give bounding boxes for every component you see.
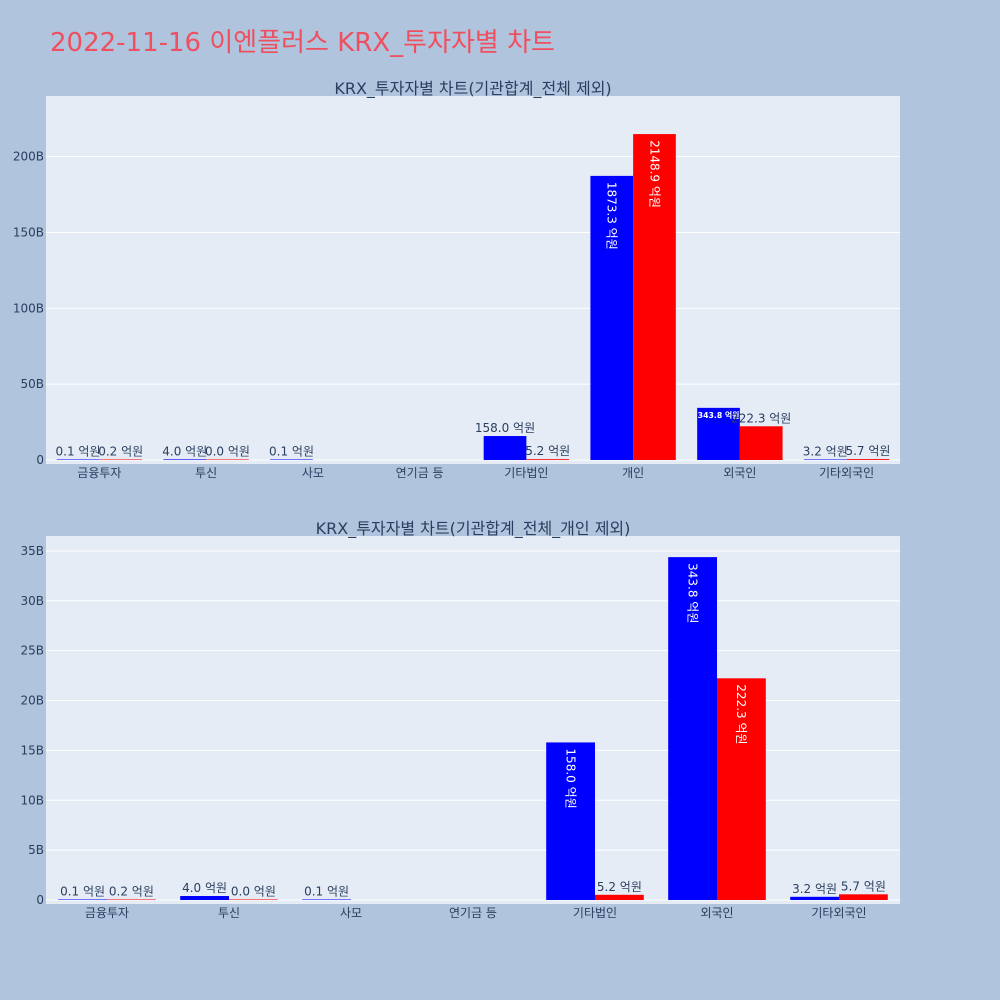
data-label: 343.8 억원 <box>698 410 740 420</box>
x-tick-label: 사모 <box>302 466 324 480</box>
chart-subtitle: KRX_투자자별 차트(기관합계_전체_개인 제외) <box>316 519 631 539</box>
data-label: 3.2 억원 <box>803 445 848 459</box>
bar <box>595 894 644 900</box>
bar <box>697 407 740 460</box>
x-tick-label: 기타법인 <box>504 466 548 480</box>
x-tick-label: 기타외국인 <box>811 906 866 920</box>
x-tick-label: 금융투자 <box>77 466 121 480</box>
bar <box>206 459 249 460</box>
plot-area <box>46 536 900 904</box>
x-tick-label: 기타법인 <box>573 906 617 920</box>
data-label: 4.0 억원 <box>182 881 227 895</box>
x-tick-label: 연기금 등 <box>396 466 444 480</box>
data-label: 4.0 억원 <box>162 444 207 458</box>
y-tick-label: 150B <box>13 226 44 240</box>
data-label: 0.1 억원 <box>304 885 349 899</box>
bar <box>590 175 634 461</box>
plot-area <box>46 96 900 464</box>
data-label: 0.2 억원 <box>109 885 154 899</box>
data-label: 5.7 억원 <box>845 444 890 458</box>
bar <box>107 899 156 900</box>
bar <box>56 459 100 460</box>
x-tick-label: 외국인 <box>723 466 756 480</box>
bar <box>846 459 890 460</box>
data-label: 5.2 억원 <box>597 880 642 894</box>
y-tick-label: 15B <box>20 743 44 757</box>
bar <box>270 459 313 460</box>
data-label: 0.1 억원 <box>60 885 105 899</box>
bar <box>790 896 839 900</box>
page-title: 2022-11-16 이엔플러스 KRX_투자자별 차트 <box>50 28 555 58</box>
bar <box>302 899 351 900</box>
x-tick-label: 연기금 등 <box>449 906 497 920</box>
chart-top: 0 50B 100B 150B 200B KRX_투자자별 차트(기관합계_전체 제외) 금… <box>13 79 900 480</box>
bar <box>99 459 143 460</box>
data-label: 158.0 억원 <box>475 421 535 435</box>
y-tick-label: 50B <box>20 377 44 391</box>
x-tick-label: 기타외국인 <box>819 466 874 480</box>
bar <box>526 459 570 460</box>
data-label: 1873.3 억원 <box>605 182 619 250</box>
y-tick-label: 0 <box>36 453 44 467</box>
x-tick-label: 금융투자 <box>85 906 129 920</box>
data-label: 3.2 억원 <box>792 882 837 896</box>
chart-subtitle: KRX_투자자별 차트(기관합계_전체 제외) <box>334 79 611 99</box>
data-label: 222.3 억원 <box>734 684 748 744</box>
data-label: 222.3 억원 <box>731 411 791 425</box>
bar <box>163 459 207 460</box>
bar <box>229 899 278 900</box>
x-tick-label: 개인 <box>622 466 644 480</box>
data-label: 0.1 억원 <box>269 445 314 459</box>
y-tick-label: 25B <box>20 644 44 658</box>
bar <box>717 678 766 900</box>
bar <box>668 557 717 900</box>
bar <box>483 436 527 460</box>
y-tick-label: 100B <box>13 301 44 315</box>
x-tick-label: 외국인 <box>700 906 733 920</box>
data-label: 0.2 억원 <box>98 445 143 459</box>
bar <box>180 896 229 900</box>
bar <box>739 426 783 460</box>
y-tick-label: 35B <box>20 544 44 558</box>
y-tick-label: 0 <box>36 893 44 907</box>
x-tick-label: 투신 <box>195 466 217 480</box>
y-tick-label: 200B <box>13 150 44 164</box>
data-label: 158.0 억원 <box>563 748 577 808</box>
y-tick-label: 5B <box>28 843 44 857</box>
y-tick-label: 30B <box>20 594 44 608</box>
bar <box>546 742 595 900</box>
bar <box>803 459 847 460</box>
bar <box>58 899 107 900</box>
bar <box>633 134 676 460</box>
data-label: 0.0 억원 <box>231 885 276 899</box>
data-label: 343.8 억원 <box>685 563 699 623</box>
data-label: 0.0 억원 <box>205 445 250 459</box>
x-tick-label: 투신 <box>218 906 240 920</box>
data-label: 5.7 억원 <box>841 879 886 893</box>
bar <box>839 894 888 900</box>
data-label: 0.1 억원 <box>56 445 101 459</box>
data-label: 2148.9 억원 <box>647 140 661 208</box>
y-tick-label: 10B <box>20 793 44 807</box>
x-tick-label: 사모 <box>340 906 362 920</box>
data-label: 5.2 억원 <box>525 444 570 458</box>
y-tick-label: 20B <box>20 694 44 708</box>
